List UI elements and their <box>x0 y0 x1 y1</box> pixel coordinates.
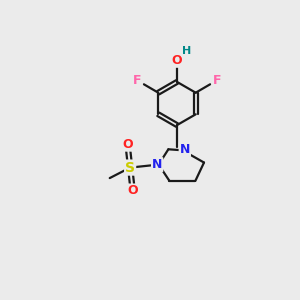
Text: F: F <box>212 74 221 87</box>
Text: S: S <box>125 160 135 175</box>
Text: H: H <box>182 46 191 56</box>
Text: N: N <box>180 143 190 156</box>
Text: N: N <box>152 158 162 171</box>
Text: O: O <box>122 138 133 151</box>
Text: O: O <box>172 54 182 67</box>
Text: F: F <box>133 74 142 87</box>
Text: O: O <box>127 184 138 197</box>
